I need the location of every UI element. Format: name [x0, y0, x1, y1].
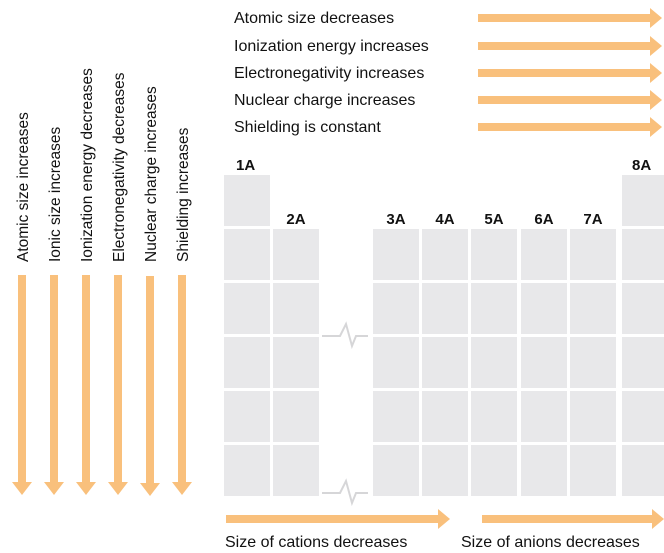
arrow-right: [478, 36, 662, 56]
element-cell: [471, 229, 517, 280]
element-cell: [373, 391, 419, 442]
group-label-4a: 4A: [435, 211, 455, 228]
group-label-5a: 5A: [484, 211, 504, 228]
vtrend-label-electronegativity: Electronegativity decreases: [111, 72, 128, 262]
element-cell: [224, 283, 270, 334]
element-cell: [521, 391, 567, 442]
cations-trend-label: Size of cations decreases: [225, 534, 408, 551]
arrow-right-cations: [226, 509, 450, 529]
element-cell: [373, 283, 419, 334]
element-cell: [622, 337, 664, 388]
arrow-down: [12, 275, 32, 495]
element-cell: [422, 283, 468, 334]
break-mark: [322, 321, 368, 350]
element-cell: [521, 445, 567, 496]
element-cell: [224, 175, 270, 226]
trend-label-electronegativity: Electronegativity increases: [234, 65, 425, 82]
element-cell: [224, 337, 270, 388]
element-cell: [471, 337, 517, 388]
element-cell: [521, 337, 567, 388]
element-cell: [570, 445, 616, 496]
vtrend-label-shielding: Shielding increases: [175, 127, 192, 262]
element-cell: [422, 445, 468, 496]
element-cell: [273, 337, 319, 388]
vtrend-label-nuclear-charge: Nuclear charge increases: [143, 86, 160, 262]
arrow-right-anions: [482, 509, 664, 529]
group-label-2a: 2A: [286, 211, 306, 228]
anions-trend-label: Size of anions decreases: [461, 534, 640, 551]
group-label-7a: 7A: [583, 211, 603, 228]
element-cell: [422, 229, 468, 280]
element-cell: [622, 283, 664, 334]
element-cell: [471, 391, 517, 442]
element-cell: [224, 229, 270, 280]
element-cell: [622, 175, 664, 226]
group-label-6a: 6A: [534, 211, 554, 228]
group-label-3a: 3A: [386, 211, 406, 228]
element-cell: [471, 445, 517, 496]
element-cell: [273, 445, 319, 496]
element-cell: [622, 445, 664, 496]
arrow-right: [478, 90, 662, 110]
element-cell: [422, 337, 468, 388]
element-cell: [373, 337, 419, 388]
trend-label-atomic-size: Atomic size decreases: [234, 10, 395, 27]
arrow-down: [44, 275, 64, 495]
element-cell: [273, 229, 319, 280]
element-cell: [471, 283, 517, 334]
element-cell: [224, 445, 270, 496]
trend-label-nuclear-charge: Nuclear charge increases: [234, 92, 416, 109]
element-cell: [422, 391, 468, 442]
element-cell: [570, 283, 616, 334]
element-cell: [570, 229, 616, 280]
arrow-down: [172, 275, 192, 495]
vtrend-label-ionization: Ionization energy decreases: [79, 68, 96, 262]
element-cell: [273, 283, 319, 334]
arrow-right: [478, 63, 662, 83]
element-cell: [224, 391, 270, 442]
element-cell: [521, 283, 567, 334]
trend-label-ionization: Ionization energy increases: [234, 38, 429, 55]
trend-label-shielding: Shielding is constant: [234, 119, 381, 136]
element-cell: [622, 391, 664, 442]
element-cell: [521, 229, 567, 280]
group-label-8a: 8A: [632, 157, 652, 174]
arrow-down: [76, 275, 96, 495]
arrow-right: [478, 117, 662, 137]
element-cell: [373, 445, 419, 496]
arrow-down: [140, 276, 160, 496]
vtrend-label-atomic-size: Atomic size increases: [15, 112, 32, 262]
arrow-down: [108, 275, 128, 495]
break-mark: [322, 478, 368, 507]
arrow-right: [478, 8, 662, 28]
group-label-1a: 1A: [236, 157, 256, 174]
element-cell: [622, 229, 664, 280]
element-cell: [570, 391, 616, 442]
element-cell: [273, 391, 319, 442]
element-cell: [570, 337, 616, 388]
element-cell: [373, 229, 419, 280]
vtrend-label-ionic-size: Ionic size increases: [47, 126, 64, 262]
